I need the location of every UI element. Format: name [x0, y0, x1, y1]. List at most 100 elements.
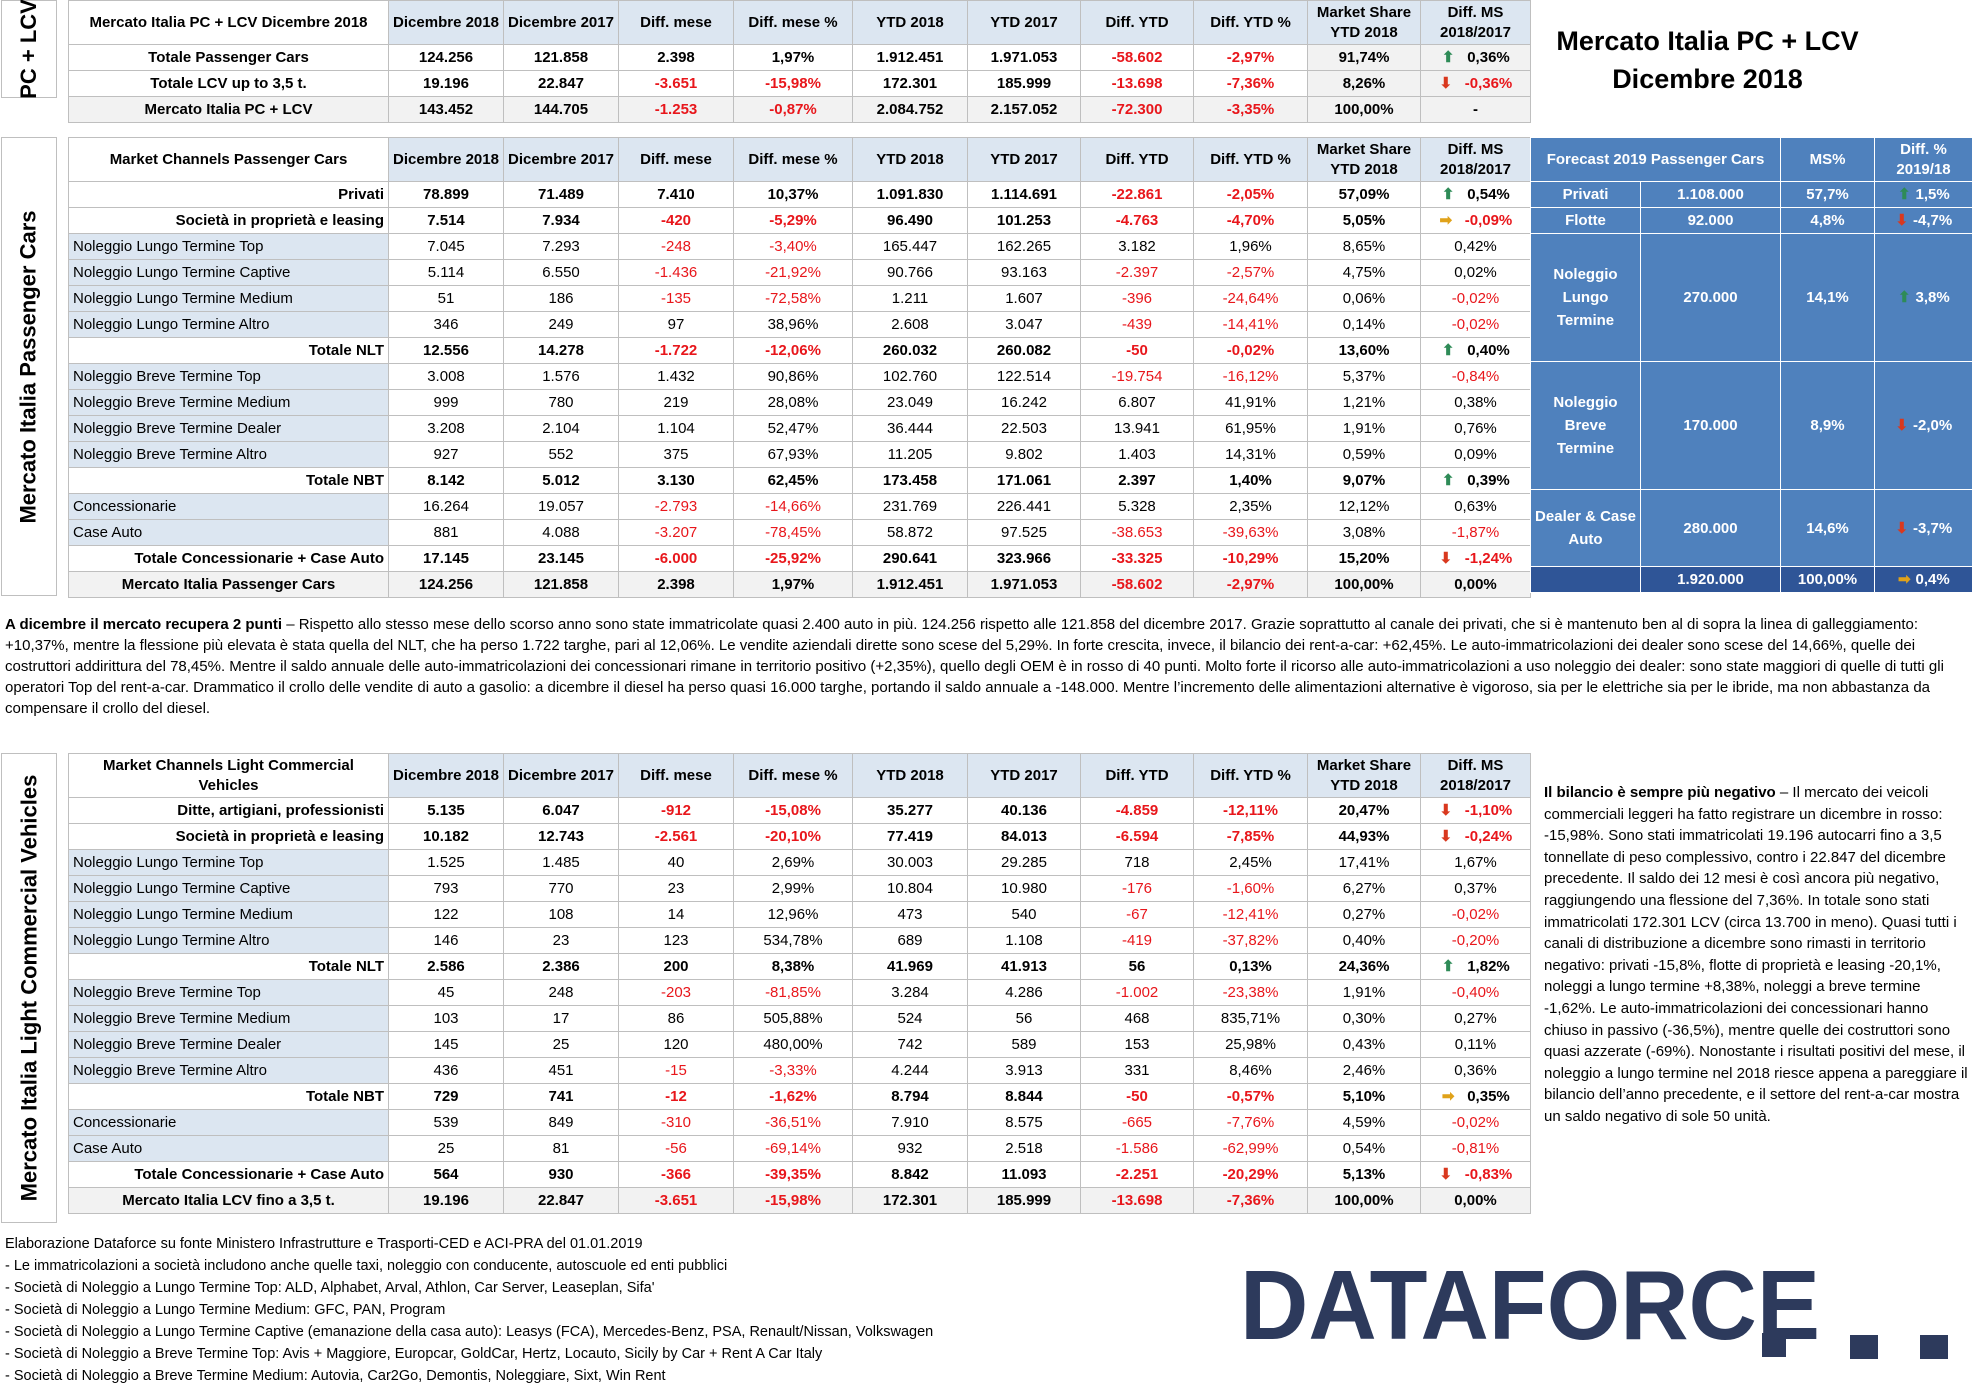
pc-col-header-9: Market Share YTD 2018 — [1307, 137, 1421, 182]
lcv-ms-diff-value: 0,11% — [1454, 1036, 1497, 1053]
top-cell: 2.157.052 — [967, 96, 1081, 123]
lcv-ms-diff-cell: 0,00% — [1420, 1187, 1531, 1214]
lcv-cell: 44,93% — [1307, 823, 1421, 850]
pc-ms-diff-cell: 0,63% — [1420, 493, 1531, 520]
arrow-up-icon: ⬆ — [1441, 958, 1455, 975]
forecast-dealer-diff: ⬇ -3,7% — [1874, 489, 1974, 567]
pc-cell: 124.256 — [388, 571, 504, 598]
lcv-commentary-text: – Il mercato dei veicoli commerciali leg… — [1544, 784, 1968, 1125]
lcv-cell: 589 — [967, 1031, 1081, 1058]
lcv-cell: 2,99% — [733, 875, 853, 902]
pc-cell: 100,00% — [1307, 571, 1421, 598]
forecast-header-ms: MS% — [1780, 137, 1876, 182]
arrow-up-icon: ⬆ — [1441, 49, 1455, 66]
pc-row-label: Noleggio Lungo Termine Altro — [68, 311, 389, 338]
pc-cell: 173.458 — [852, 467, 968, 494]
lcv-cell: 100,00% — [1307, 1187, 1421, 1214]
forecast-dealer-label: Dealer & Case Auto — [1530, 489, 1641, 567]
lcv-col-header-3: Diff. mese — [618, 753, 734, 798]
lcv-ms-diff-cell: ⬇ -0,24% — [1420, 823, 1531, 850]
lcv-col-header-9: Market Share YTD 2018 — [1307, 753, 1421, 798]
pc-cell: 4,75% — [1307, 259, 1421, 286]
pc-cell: 9,07% — [1307, 467, 1421, 494]
pc-cell: 186 — [503, 285, 619, 312]
lcv-commentary-lead: Il bilancio è sempre più negativo — [1544, 784, 1776, 801]
lcv-cell: -7,76% — [1193, 1109, 1308, 1136]
pc-cell: 5,37% — [1307, 363, 1421, 390]
forecast-nbt-diff-value: -2,0% — [1913, 417, 1953, 434]
pc-ms-diff-value: 0,63% — [1454, 498, 1497, 515]
lcv-cell: -3,33% — [733, 1057, 853, 1084]
pc-row: Società in proprietà e leasing 7.514 7.934… — [68, 207, 1531, 234]
lcv-cell: -23,38% — [1193, 979, 1308, 1006]
forecast-total-diff-value: 0,4% — [1915, 571, 1950, 588]
lcv-row: Totale Concessionarie + Case Auto 564 930-… — [68, 1161, 1531, 1188]
top-row: Totale LCV up to 3,5 t. 19.196 22.847 -3.65… — [68, 70, 1531, 97]
pc-cell: 1,96% — [1193, 233, 1308, 260]
pc-ms-diff-value: -1,87% — [1451, 524, 1500, 541]
lcv-cell: -62,99% — [1193, 1135, 1308, 1162]
lcv-cell: 146 — [388, 927, 504, 954]
pc-ms-diff-cell: 0,38% — [1420, 389, 1531, 416]
forecast-privati-diff-value: 1,5% — [1915, 186, 1950, 203]
lcv-cell: -15 — [618, 1057, 734, 1084]
pc-cell: -72,58% — [733, 285, 853, 312]
lcv-cell: 25 — [503, 1031, 619, 1058]
lcv-cell: -50 — [1080, 1083, 1194, 1110]
lcv-cell: 185.999 — [967, 1187, 1081, 1214]
pc-cell: 165.447 — [852, 233, 968, 260]
top-cell: -3.651 — [618, 70, 734, 97]
top-summary-table: Mercato Italia PC + LCV Dicembre 2018 Dic… — [68, 0, 1531, 123]
lcv-cell: 12,96% — [733, 901, 853, 928]
pc-ms-diff-cell: ⬆ 0,39% — [1420, 467, 1531, 494]
pc-cell: 16.242 — [967, 389, 1081, 416]
forecast-table: Forecast 2019 Passenger Cars MS% Diff. %… — [1529, 137, 1974, 593]
lcv-cell: -13.698 — [1080, 1187, 1194, 1214]
pc-ms-diff-cell: -0,02% — [1420, 285, 1531, 312]
lcv-cell: 0,30% — [1307, 1005, 1421, 1032]
pc-row-label: Privati — [68, 181, 389, 208]
lcv-cell: 1.525 — [388, 849, 504, 876]
lcv-cell: 7.910 — [852, 1109, 968, 1136]
lcv-ms-diff-cell: 0,27% — [1420, 1005, 1531, 1032]
pc-cell: 67,93% — [733, 441, 853, 468]
pc-table-body: Market Channels Passenger Cars Dicembre 2… — [68, 137, 1531, 598]
top-row-label: Totale Passenger Cars — [68, 44, 389, 71]
lcv-cell: 25 — [388, 1135, 504, 1162]
forecast-privati-label: Privati — [1530, 181, 1641, 208]
pc-row-label: Noleggio Breve Termine Medium — [68, 389, 389, 416]
pc-cell: 2.608 — [852, 311, 968, 338]
lcv-cell: 108 — [503, 901, 619, 928]
lcv-cell: 3.284 — [852, 979, 968, 1006]
lcv-ms-diff-cell: 0,36% — [1420, 1057, 1531, 1084]
pc-cell: 5.012 — [503, 467, 619, 494]
pc-row-label: Totale NLT — [68, 337, 389, 364]
pc-cell: 58.872 — [852, 519, 968, 546]
lcv-row: Noleggio Breve Termine Altro 436 451 -15 -3,… — [68, 1057, 1531, 1084]
lcv-table-body: Market Channels Light Commercial Vehicle… — [68, 753, 1531, 1214]
lcv-col-header-6: YTD 2017 — [967, 753, 1081, 798]
lcv-row-label: Concessionarie — [68, 1109, 389, 1136]
pc-cell: 122.514 — [967, 363, 1081, 390]
pc-row: Noleggio Breve Termine Medium 999 780 219 28… — [68, 389, 1531, 416]
lcv-cell: -20,10% — [733, 823, 853, 850]
lcv-cell: 5.135 — [388, 797, 504, 824]
pc-ms-diff-cell: ⬇ -1,24% — [1420, 545, 1531, 572]
pc-ms-diff-value: 0,00% — [1454, 576, 1497, 593]
lcv-row: Società in proprietà e leasing 10.182 12.7… — [68, 823, 1531, 850]
lcv-cell: 86 — [618, 1005, 734, 1032]
lcv-cell: -6.594 — [1080, 823, 1194, 850]
pc-row: Totale Concessionarie + Case Auto 17.145 2… — [68, 545, 1531, 572]
pc-cell: 71.489 — [503, 181, 619, 208]
pc-cell: 38,96% — [733, 311, 853, 338]
lcv-cell: 248 — [503, 979, 619, 1006]
pc-cell: 1.432 — [618, 363, 734, 390]
lcv-row-label: Noleggio Lungo Termine Top — [68, 849, 389, 876]
pc-row-label: Noleggio Breve Termine Dealer — [68, 415, 389, 442]
lcv-cell: -67 — [1080, 901, 1194, 928]
pc-cell: 6.807 — [1080, 389, 1194, 416]
pc-commentary-lead: A dicembre il mercato recupera 2 punti — [5, 616, 283, 633]
lcv-ms-diff-value: 0,27% — [1454, 1010, 1497, 1027]
lcv-cell: 40.136 — [967, 797, 1081, 824]
pc-col-header-5: YTD 2018 — [852, 137, 968, 182]
